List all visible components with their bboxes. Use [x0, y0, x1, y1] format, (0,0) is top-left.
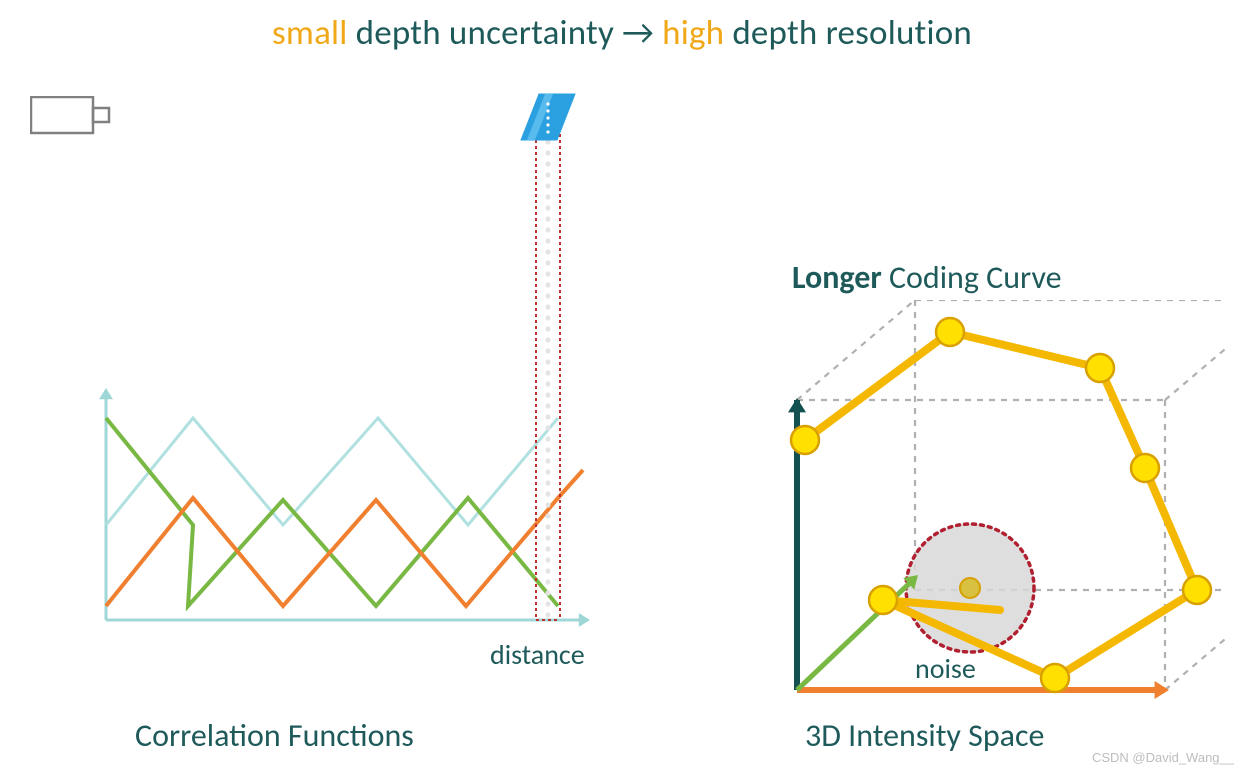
x-axis-label-distance: distance [490, 637, 585, 672]
title-word-high: high [662, 12, 724, 54]
title-mid: depth uncertainty → [348, 12, 663, 54]
right-title-bold: Longer [792, 258, 882, 297]
right-panel-title: Longer Coding Curve [792, 258, 1062, 297]
title-word-small: small [272, 12, 347, 54]
page-title: small depth uncertainty → high depth res… [0, 12, 1244, 54]
intensity-space-diagram: noise [745, 300, 1225, 720]
correlation-chart [88, 88, 598, 648]
svg-text:noise: noise [915, 651, 976, 686]
watermark: CSDN @David_Wang__ [1092, 750, 1234, 765]
right-title-rest: Coding Curve [882, 258, 1062, 297]
left-caption: Correlation Functions [135, 716, 414, 755]
title-end: depth resolution [724, 12, 972, 54]
right-caption: 3D Intensity Space [805, 716, 1044, 755]
